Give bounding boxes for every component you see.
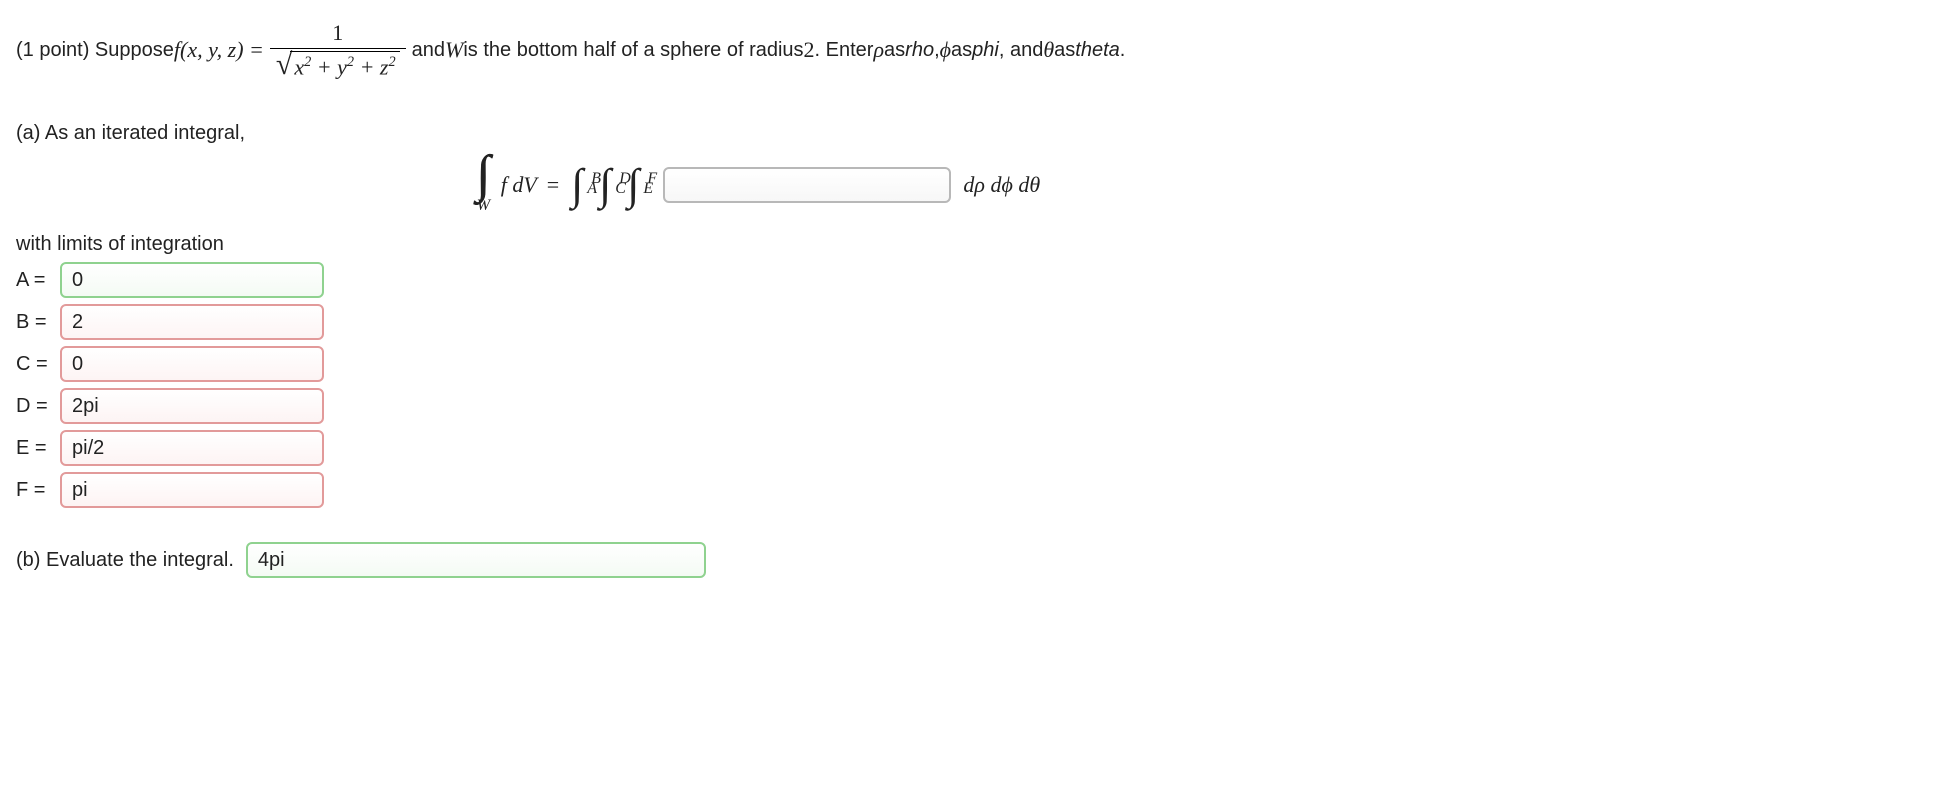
differentials: dρ dϕ dθ <box>963 172 1040 198</box>
integral-3: ∫FE <box>627 165 639 205</box>
triple-integrand: f dV <box>501 172 537 198</box>
as-rho: as <box>884 39 905 62</box>
integrand-input[interactable] <box>663 167 951 203</box>
triple-integral-symbol: ∫∫∫ W <box>476 155 491 215</box>
rho-word: rho <box>905 39 934 62</box>
function-lhs: f(x, y, z) = <box>174 37 264 63</box>
phi-word: phi <box>972 39 999 62</box>
limit-input-b[interactable]: 2 <box>60 304 324 340</box>
equals-sign: = <box>547 172 559 198</box>
integral-1: ∫BA <box>571 165 583 205</box>
limit-row-d: D = 2pi <box>16 388 1934 424</box>
text-and: and <box>412 39 445 62</box>
limit-label-e: E = <box>16 437 60 460</box>
fraction-denominator: √ x2 + y2 + z2 <box>270 48 406 80</box>
limit-input-c[interactable]: 0 <box>60 346 324 382</box>
radius-value: 2 <box>804 37 815 63</box>
limit-label-b: B = <box>16 311 60 334</box>
limit-row-a: A = 0 <box>16 262 1934 298</box>
rho-symbol: ρ <box>873 37 884 63</box>
comma-2: , and <box>999 39 1043 62</box>
evaluate-input[interactable]: 4pi <box>246 542 706 578</box>
part-b-row: (b) Evaluate the integral. 4pi <box>16 542 1934 578</box>
limit-row-c: C = 0 <box>16 346 1934 382</box>
limits-heading: with limits of integration <box>16 233 1934 256</box>
sqrt-body: x2 + y2 + z2 <box>290 51 399 80</box>
points-text: (1 point) Suppose <box>16 39 174 62</box>
text-rest-2: . Enter <box>815 39 874 62</box>
iterated-integral-expression: ∫∫∫ W f dV = ∫BA ∫DC ∫FE dρ dϕ dθ <box>476 155 1934 215</box>
theta-word: theta <box>1075 39 1119 62</box>
as-theta: as <box>1054 39 1075 62</box>
limit-label-c: C = <box>16 353 60 376</box>
theta-symbol: θ <box>1043 37 1054 63</box>
limit-row-f: F = pi <box>16 472 1934 508</box>
integral-2: ∫DC <box>599 165 611 205</box>
as-phi: as <box>951 39 972 62</box>
limit-label-f: F = <box>16 479 60 502</box>
limit-label-a: A = <box>16 269 60 292</box>
period: . <box>1120 39 1126 62</box>
limit-row-e: E = pi/2 <box>16 430 1934 466</box>
limit-input-a[interactable]: 0 <box>60 262 324 298</box>
phi-symbol: ϕ <box>940 37 951 63</box>
part-b-label: (b) Evaluate the integral. <box>16 549 234 572</box>
fraction: 1 √ x2 + y2 + z2 <box>270 20 406 80</box>
fraction-numerator: 1 <box>326 20 349 48</box>
limit-label-d: D = <box>16 395 60 418</box>
limit-input-f[interactable]: pi <box>60 472 324 508</box>
limit-input-d[interactable]: 2pi <box>60 388 324 424</box>
text-rest-1: is the bottom half of a sphere of radius <box>463 39 803 62</box>
limit-row-b: B = 2 <box>16 304 1934 340</box>
problem-statement: (1 point) Suppose f(x, y, z) = 1 √ x2 + … <box>16 20 1934 80</box>
part-a-label: (a) As an iterated integral, <box>16 122 1934 145</box>
region-variable: W <box>445 37 463 63</box>
limit-input-e[interactable]: pi/2 <box>60 430 324 466</box>
